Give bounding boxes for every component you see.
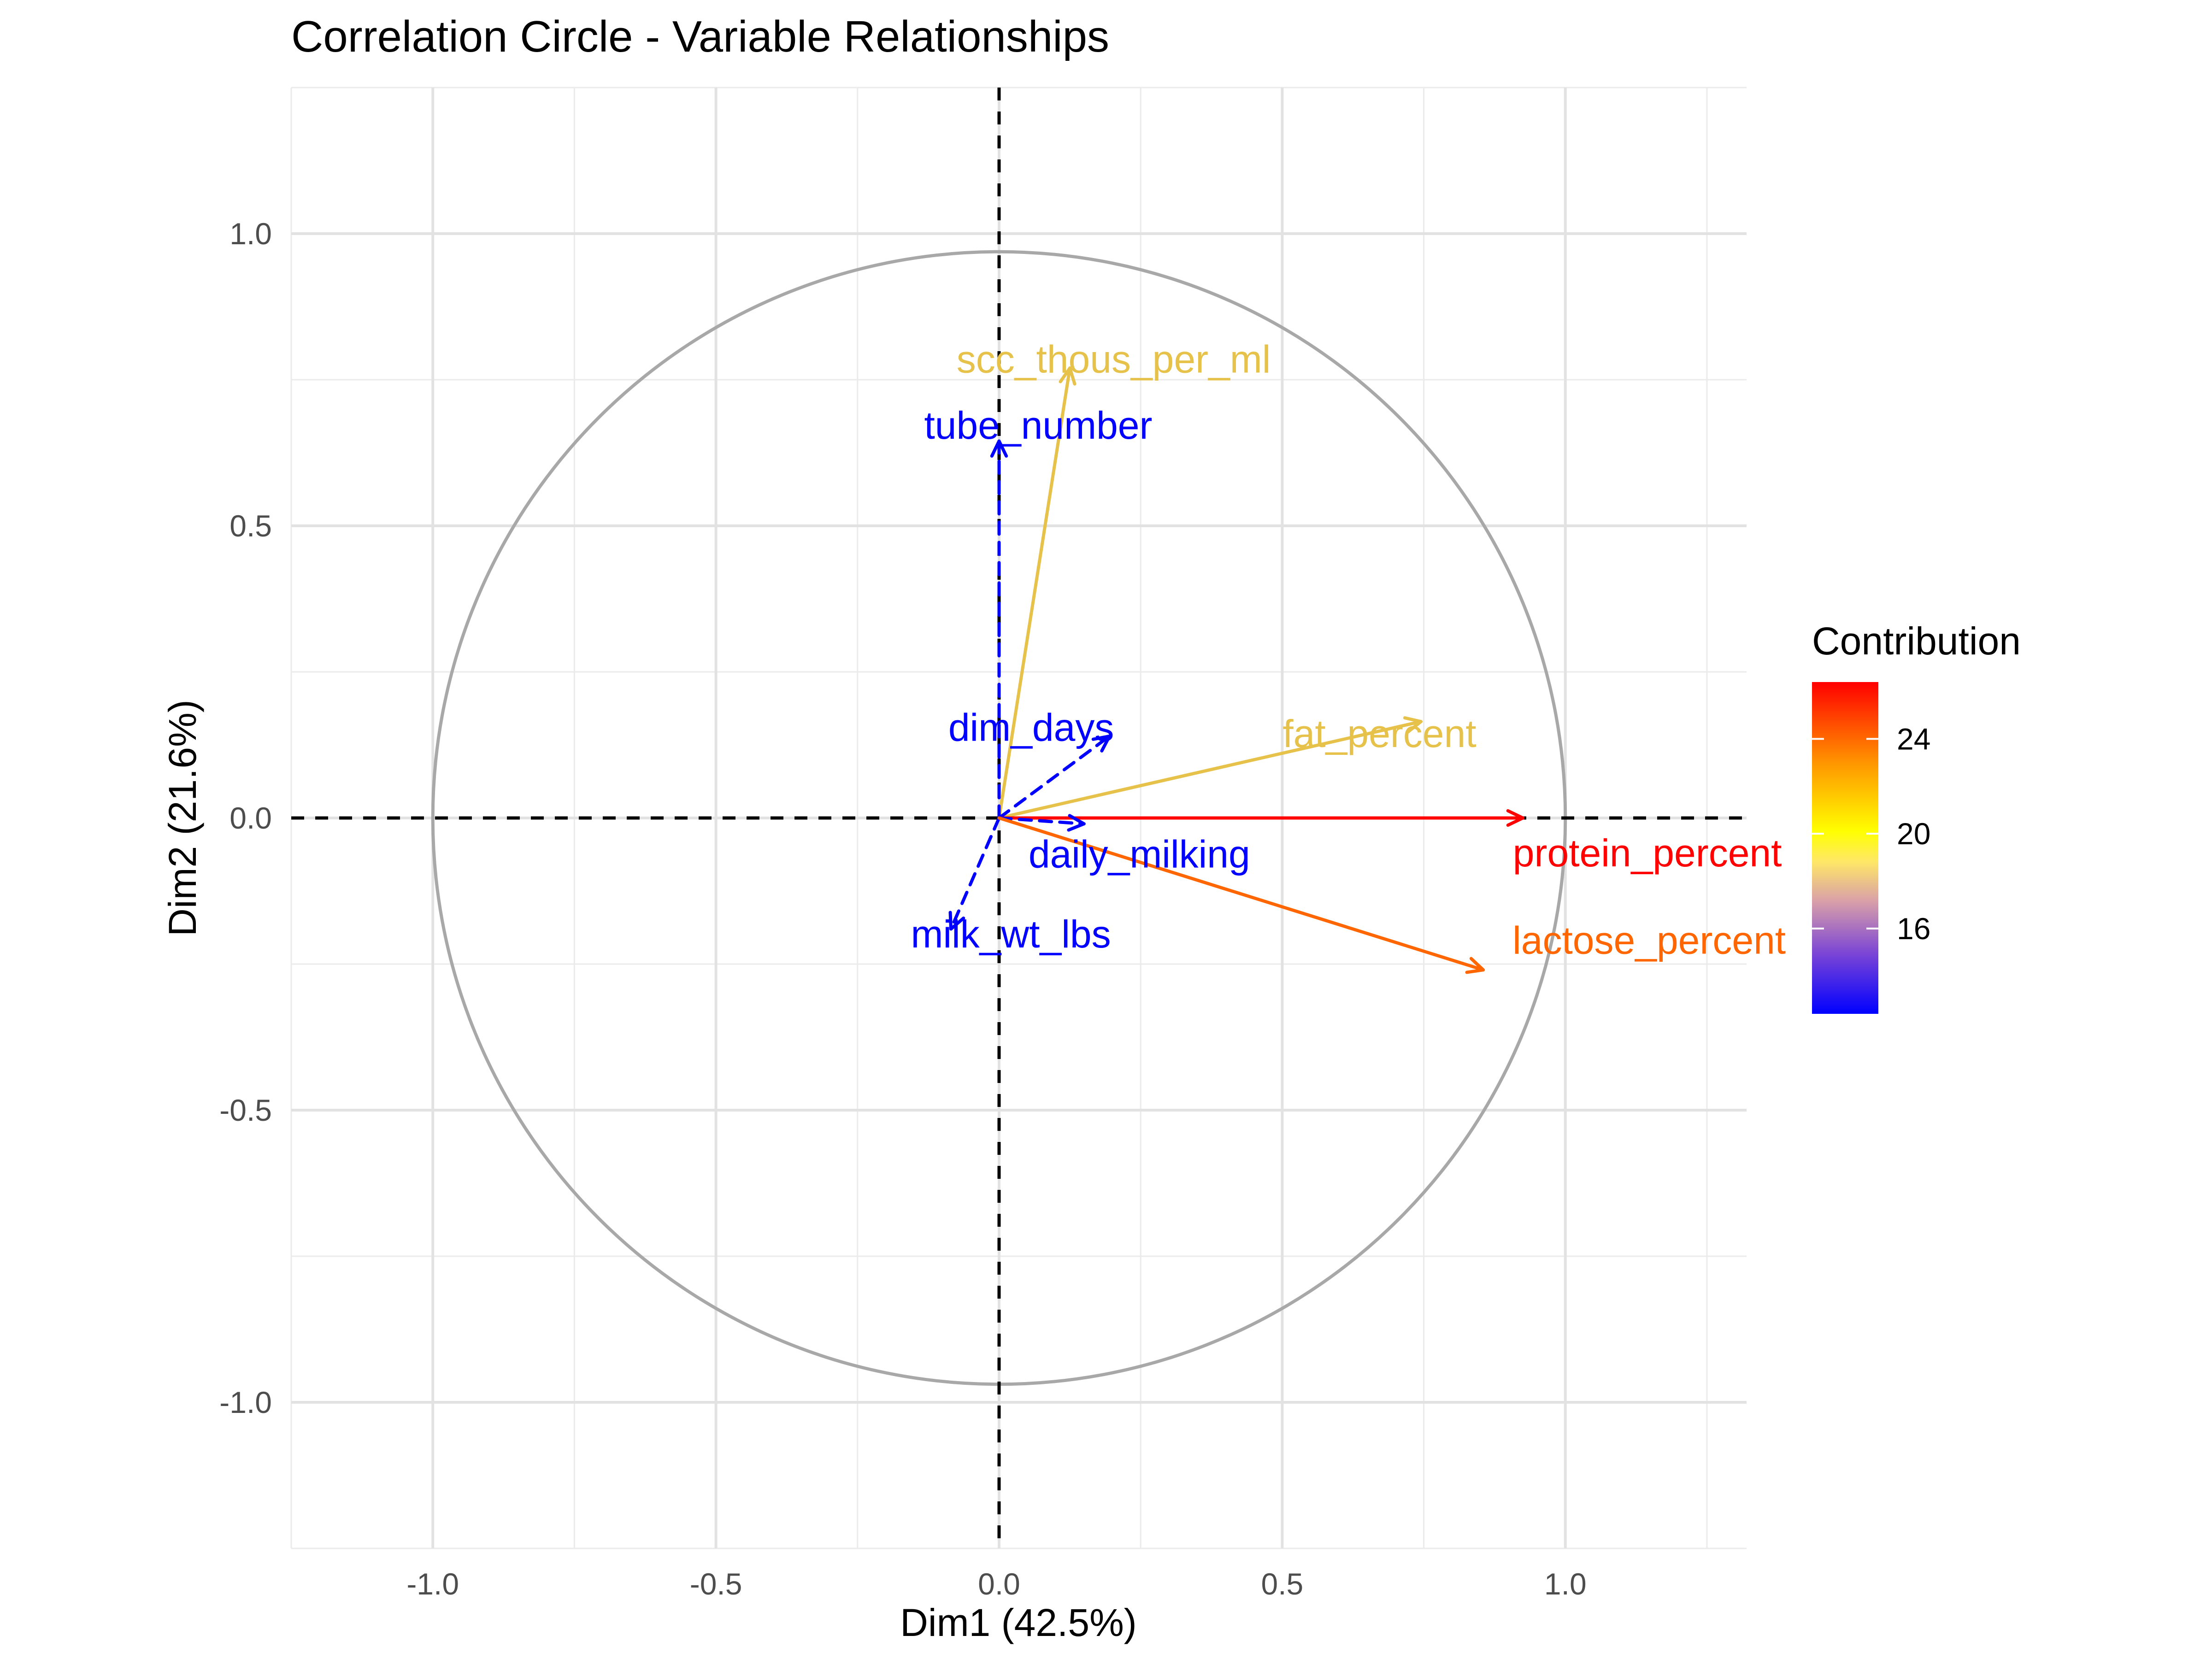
x-tick-label: -0.5 [690, 1567, 742, 1601]
arrow-shaft [997, 816, 1485, 972]
variable-label-fat_percent: fat_percent [1282, 712, 1476, 755]
variable-arrow-fat_percent [997, 716, 1423, 820]
y-tick-label: 0.0 [229, 801, 272, 835]
variable-arrow-tube_number [990, 439, 1008, 820]
y-tick-label: 0.5 [229, 509, 272, 543]
x-axis-label: Dim1 (42.5%) [900, 1601, 1136, 1644]
variable-label-tube_number: tube_number [924, 404, 1152, 447]
arrow-head [990, 439, 1008, 458]
variable-arrows [948, 366, 1525, 974]
x-tick-label: 0.0 [978, 1567, 1020, 1601]
arrow-head [1091, 734, 1112, 753]
legend-tick-label: 16 [1897, 912, 1930, 946]
arrow-head [1506, 809, 1525, 827]
arrow-shaft [949, 816, 1001, 931]
axis-ticks: -1.0 -0.5 0.0 0.5 1.0 -1.0 -0.5 0.0 0.5 1.0 [219, 217, 1586, 1601]
arrow-head [948, 911, 965, 931]
variable-arrow-protein_percent [997, 809, 1525, 827]
y-tick-label: -0.5 [219, 1093, 272, 1127]
y-tick-label: 1.0 [229, 217, 272, 251]
arrow-head [1067, 814, 1086, 832]
arrow-shaft [997, 366, 1072, 820]
variable-arrow-lactose_percent [997, 816, 1485, 974]
variable-label-milk_wt_lbs: milk_wt_lbs [911, 912, 1111, 956]
chart-title: Correlation Circle - Variable Relationsh… [291, 12, 1109, 61]
variable-label-protein_percent: protein_percent [1513, 831, 1782, 875]
arrow-head [1465, 957, 1485, 974]
legend-tick-label: 20 [1897, 817, 1930, 851]
variable-arrow-daily_milking [997, 814, 1086, 832]
variable-arrow-milk_wt_lbs [948, 816, 1001, 931]
x-tick-label: -1.0 [406, 1567, 459, 1601]
arrow-head [1059, 366, 1077, 386]
legend-tick-label: 24 [1897, 722, 1930, 756]
variable-label-scc_thous_per_ml: scc_thous_per_ml [957, 338, 1271, 381]
legend-colorbar [1812, 682, 1878, 1014]
arrow-shaft [997, 816, 1086, 826]
arrow-head [1403, 716, 1423, 734]
variable-label-lactose_percent: lactose_percent [1512, 919, 1786, 962]
variable-labels: scc_thous_per_ml tube_number fat_percent di… [911, 338, 1786, 962]
x-tick-label: 1.0 [1544, 1567, 1587, 1601]
legend-title: Contribution [1812, 619, 2021, 663]
arrow-shaft [997, 720, 1423, 820]
arrow-shaft [997, 734, 1112, 820]
y-tick-label: -1.0 [219, 1385, 272, 1419]
variable-label-dim_days: dim_days [948, 706, 1114, 749]
legend-ticks: 16 20 24 [1812, 722, 1930, 946]
variable-arrow-dim_days [997, 734, 1112, 820]
x-tick-label: 0.5 [1261, 1567, 1304, 1601]
legend: Contribution 16 20 24 [1812, 619, 2021, 1014]
y-axis-label: Dim2 (21.6%) [161, 700, 204, 936]
variable-arrow-scc_thous_per_ml [997, 366, 1077, 820]
variable-label-daily_milking: daily_milking [1029, 833, 1250, 876]
